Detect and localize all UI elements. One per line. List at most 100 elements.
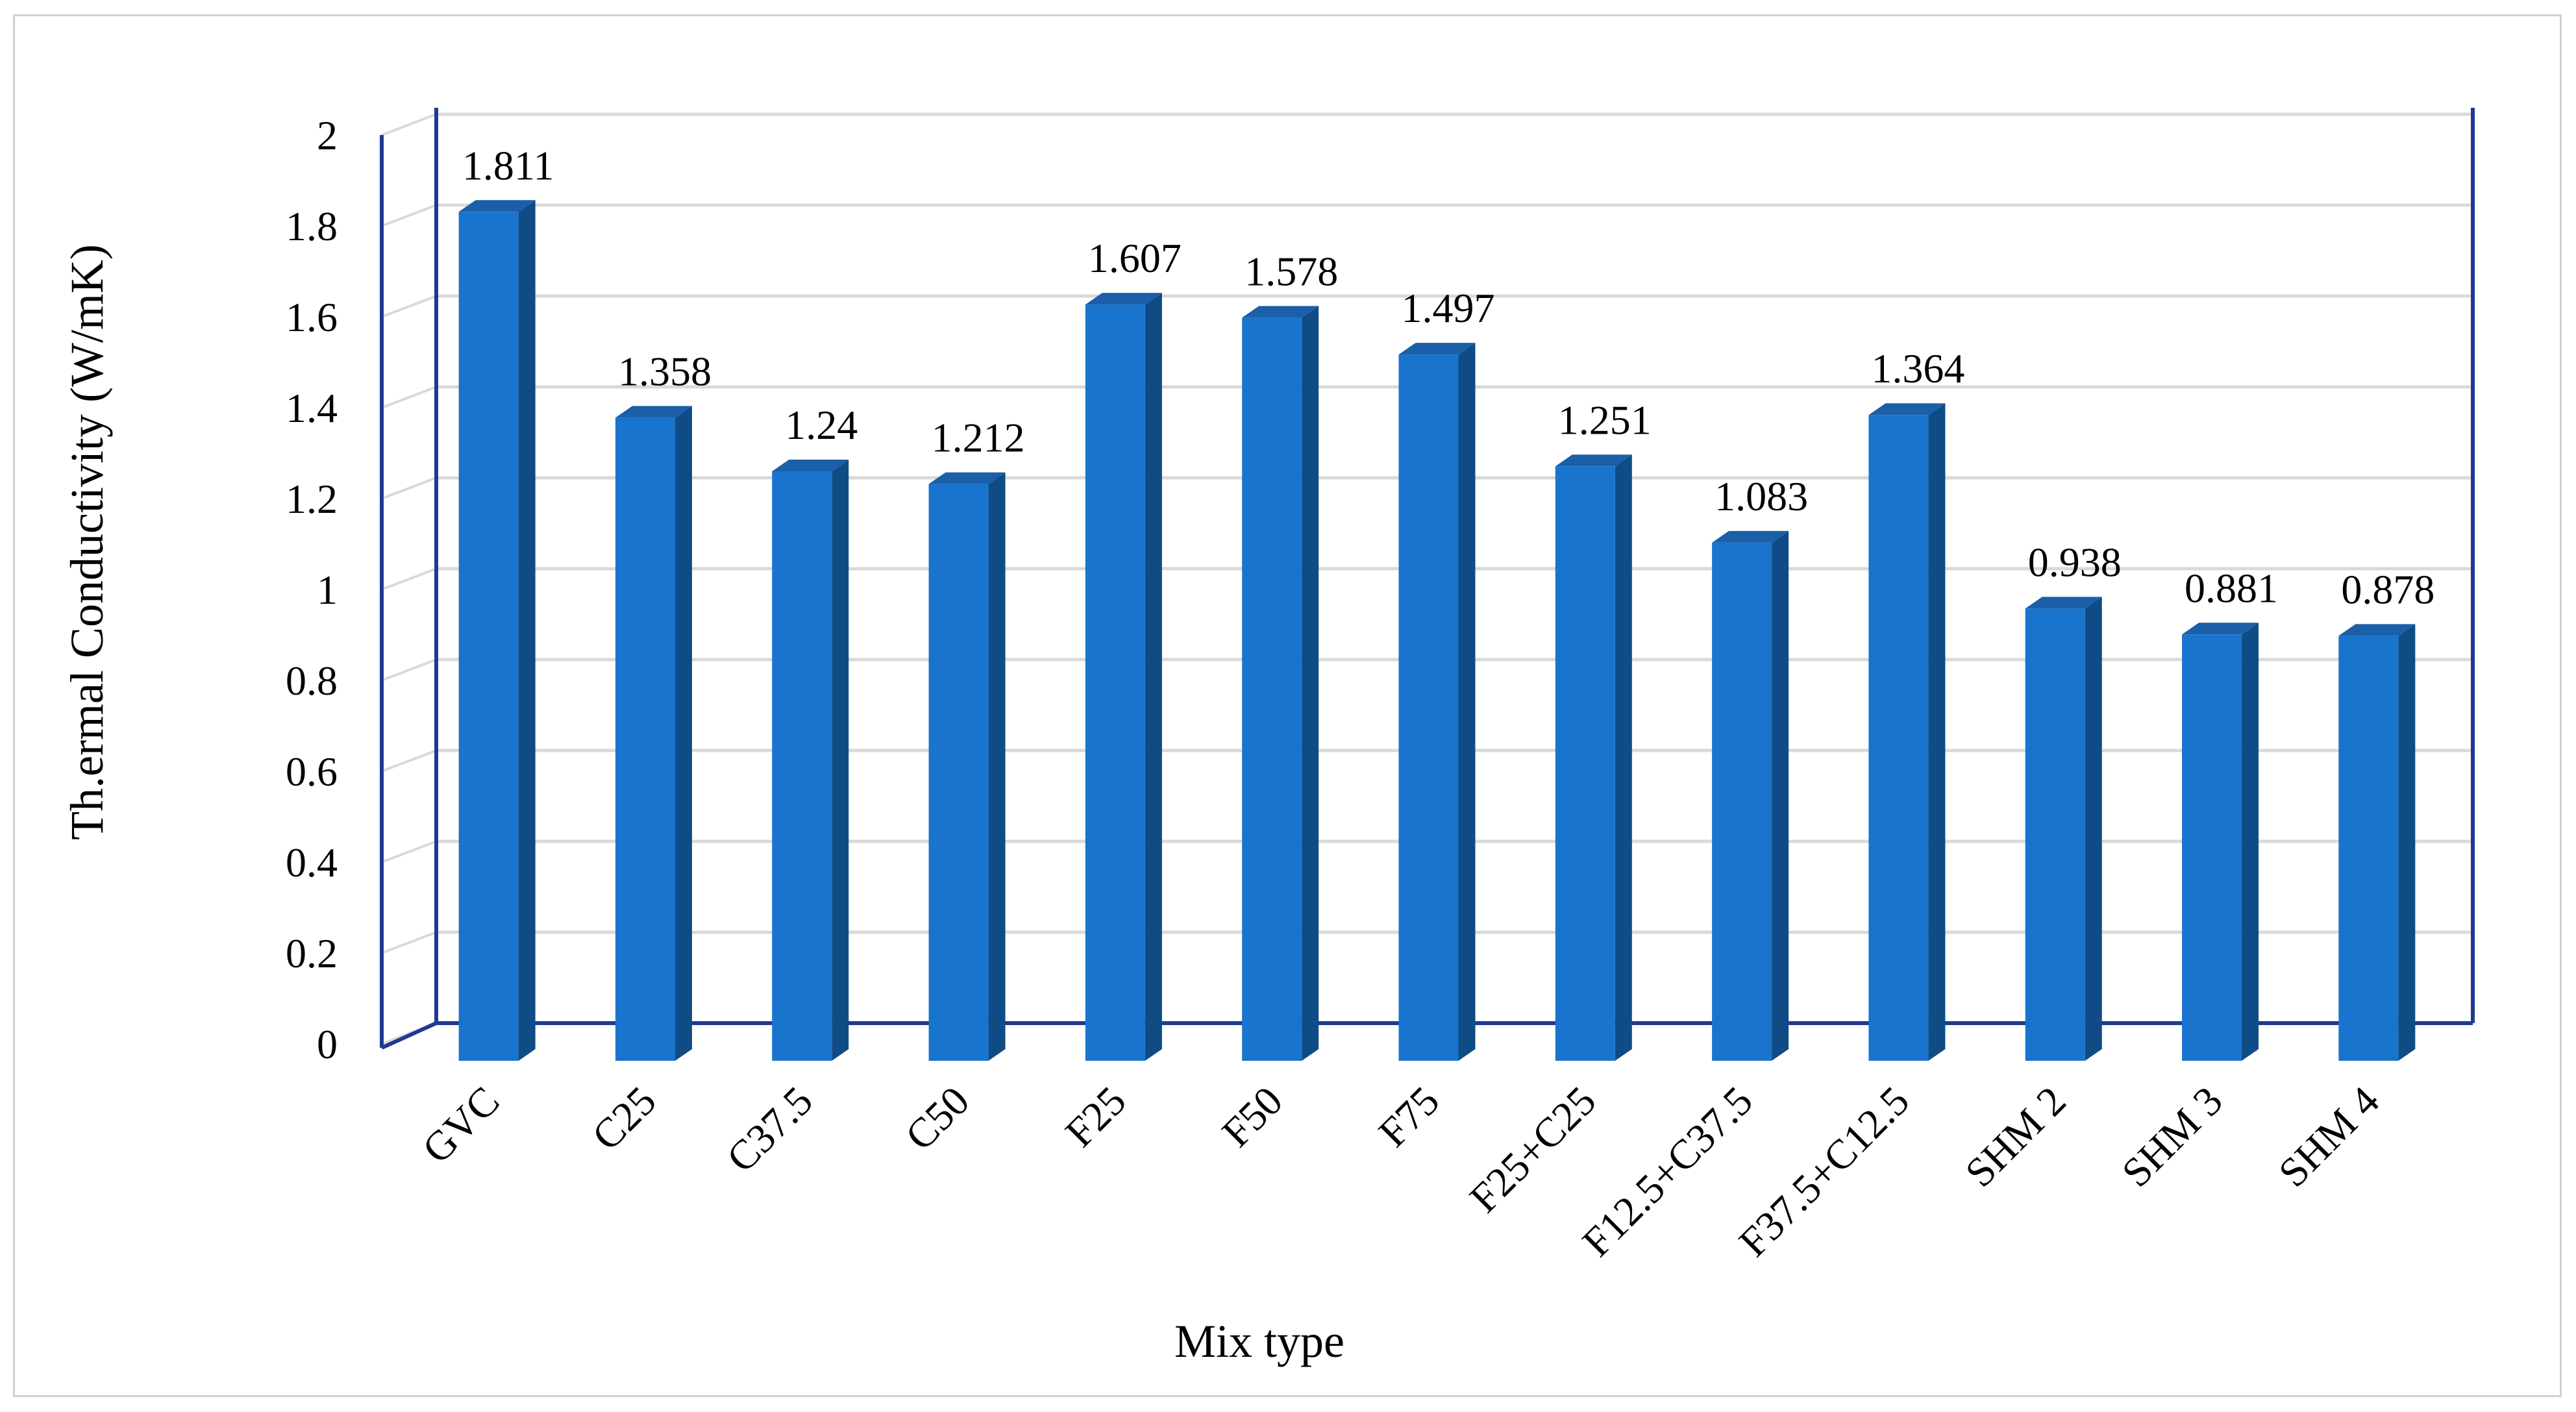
gridline-depth [381,749,437,773]
bar-side-face [675,406,692,1061]
x-tick-label: F37.5+C12.5 [1730,1078,1918,1265]
x-tick-label: SHM 4 [2270,1078,2388,1196]
bars-layer [458,200,2416,1061]
bar-top-face [1085,293,1162,305]
data-label: 1.251 [1558,397,1652,443]
bar-front-face [615,417,675,1061]
y-tick-label: 1.8 [286,203,338,249]
data-label: 1.811 [462,142,554,188]
bar-side-face [2398,624,2416,1061]
x-tick-label: SHM 2 [1956,1078,2074,1196]
bar-front-face [2182,634,2242,1061]
data-label: 1.212 [932,415,1025,461]
y-tick-label: 1.6 [286,294,338,340]
gridline-depth [381,204,437,227]
bar-top-face [1398,343,1476,355]
bar-side-face [1145,293,1162,1061]
bar-top-face [2025,597,2102,609]
gridline-depth [381,931,437,954]
y-tick-label: 0.8 [286,658,338,704]
y-tick-label: 1.2 [286,476,338,522]
bar-side-face [1302,306,1319,1061]
bar-front-face [928,484,989,1061]
bar-side-face [2085,597,2102,1061]
bar-f25-c25 [1555,454,1632,1061]
bar-c37-5 [772,460,849,1061]
y-tick-label: 0.2 [286,930,338,976]
bar-front-face [1712,542,1772,1061]
bar-top-face [1712,530,1789,543]
bar-front-face [1555,466,1615,1061]
bar-side-face [988,472,1006,1061]
data-label: 1.607 [1088,235,1182,281]
data-label: 1.578 [1245,248,1338,294]
bar-front-face [772,471,832,1061]
gridline-depth [381,295,437,318]
x-tick-label: C25 [583,1078,665,1159]
data-label: 0.881 [2185,565,2278,611]
gridline-depth [381,386,437,409]
bar-top-face [458,200,536,212]
bar-side-face [1772,530,1789,1061]
y-tick-label: 0 [317,1021,338,1067]
bar-top-face [1242,306,1319,318]
bar-shm-3 [2182,623,2259,1061]
bar-top-face [1555,454,1632,467]
x-tick-label: F75 [1370,1078,1448,1156]
bar-front-face [2338,636,2399,1061]
x-axis-title: Mix type [1174,1315,1344,1367]
bar-c25 [615,406,692,1061]
bar-side-face [1928,403,1946,1061]
y-tick-label: 1.4 [286,385,338,431]
y-tick-label: 2 [317,112,338,158]
x-tick-label: C50 [897,1078,978,1159]
bar-side-face [1615,454,1632,1061]
gridline-depth [381,113,437,136]
bar-gvc [458,200,536,1061]
labels-layer: 0 0.2 0.4 0.6 0.8 1 1.2 1.4 1.6 1.8 2 1.811 GVC 1.358… [286,112,2434,1265]
data-label: 1.24 [785,402,858,448]
bar-f12-5-c37-5 [1712,530,1789,1061]
x-tick-label: F25 [1056,1078,1135,1156]
bar-front-face [2025,608,2085,1061]
x-tick-label: GVC [414,1078,508,1172]
bar-front-face [458,212,519,1061]
bar-side-face [518,200,536,1061]
bar-front-face [1398,354,1459,1061]
x-tick-label: SHM 3 [2113,1078,2231,1196]
bar-side-face [2242,623,2259,1061]
bar-top-face [615,406,692,418]
x-tick-label: F12.5+C37.5 [1574,1078,1761,1265]
data-label: 1.083 [1715,473,1808,519]
gridline-depth [381,840,437,863]
bar-front-face [1242,317,1302,1061]
x-tick-label: F25+C25 [1461,1078,1605,1222]
y-tick-label: 0.4 [286,839,338,886]
floor-depth-line [380,1021,438,1050]
y-tick-label: 1 [317,567,338,613]
bar-side-face [1458,343,1476,1061]
bar-f25 [1085,293,1162,1061]
bar-top-face [928,472,1006,484]
gridline-depth [381,477,437,500]
bar-top-face [2182,623,2259,635]
bar-front-face [1085,304,1145,1061]
bar-front-face [1868,415,1929,1061]
bar-top-face [1868,403,1946,415]
data-label: 1.364 [1871,345,1964,391]
gridline-depth [381,567,437,591]
bar-side-face [832,460,849,1061]
x-tick-label: F50 [1213,1078,1291,1156]
bar-shm-4 [2338,624,2416,1061]
bar-c50 [928,472,1006,1061]
bar-shm-2 [2025,597,2102,1061]
x-tick-label: C37.5 [718,1078,822,1182]
gridline-depth [381,658,437,682]
y-axis-title: Th.ermal Conductivity (W/mK) [61,244,113,840]
bar-f50 [1242,306,1319,1061]
data-label: 1.358 [618,348,712,394]
data-label: 0.938 [2028,539,2122,585]
data-label: 1.497 [1402,285,1495,331]
bar-top-face [2338,624,2416,636]
